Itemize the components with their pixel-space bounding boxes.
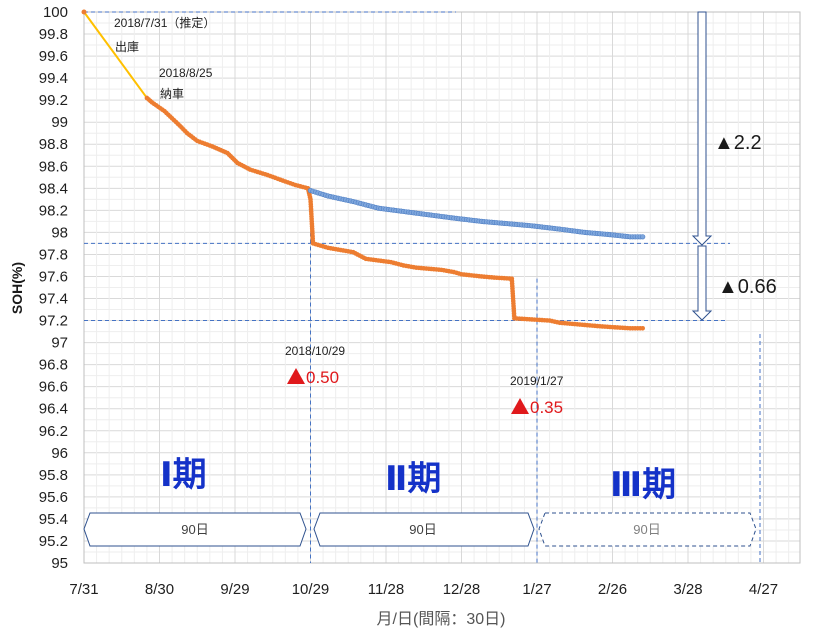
y-tick-label: 96.4	[39, 401, 68, 418]
x-tick-label: 11/28	[368, 581, 404, 598]
axis-ticks: 100 99.8 99.6 99.4 99.2 99 98.8 98.6 98.4 98.2 98 9…	[39, 4, 778, 598]
y-tick-label: 97.4	[39, 291, 68, 308]
delivery-trend-line	[83, 11, 148, 99]
blue-point	[640, 234, 646, 240]
x-tick-label: 4/27	[749, 581, 778, 598]
y-tick-label: 100	[43, 4, 68, 21]
delivery-date-annotation: 2018/8/25	[159, 66, 213, 80]
y-tick-label: 98.6	[39, 158, 68, 175]
y-tick-label: 96.8	[39, 357, 68, 374]
period2-days: 90日	[409, 522, 436, 537]
start-label-annotation: 出庫	[115, 40, 139, 54]
y-tick-label: 97	[51, 335, 68, 352]
drop2-date-annotation: 2019/1/27	[510, 374, 564, 388]
delta-total-arrow-icon	[691, 11, 713, 246]
y-tick-label: 99.8	[39, 26, 68, 43]
y-tick-label: 99.6	[39, 48, 68, 65]
period3-label: Ⅲ期	[610, 466, 676, 504]
y-tick-label: 98.8	[39, 136, 68, 153]
y-tick-label: 97.8	[39, 246, 68, 263]
drop1-value: 0.50	[306, 368, 339, 387]
orange-point	[81, 9, 87, 15]
y-tick-label: 95.2	[39, 533, 68, 550]
x-tick-label: 8/30	[145, 581, 174, 598]
delta-total-label: ▲2.2	[714, 132, 762, 154]
y-tick-label: 95.8	[39, 467, 68, 484]
period2-label: Ⅱ期	[385, 460, 441, 498]
y-axis-title: SOH(%)	[9, 262, 25, 314]
delta-jump-arrow-icon	[691, 245, 713, 321]
y-tick-label: 96.6	[39, 379, 68, 396]
y-tick-label: 99	[51, 114, 68, 131]
y-tick-label: 96.2	[39, 423, 68, 440]
y-tick-label: 98	[51, 224, 68, 241]
period1-bracket	[83, 512, 307, 547]
x-tick-label: 1/27	[522, 581, 551, 598]
y-tick-label: 98.4	[39, 180, 68, 197]
delta-jump-label: ▲0.66	[718, 276, 777, 298]
guide-lines	[84, 11, 761, 563]
period3-bracket	[538, 512, 757, 547]
drop2-value: 0.35	[530, 398, 563, 417]
data-points	[81, 9, 646, 331]
y-tick-label: 99.4	[39, 70, 68, 87]
period3-days: 90日	[633, 522, 660, 537]
y-tick-label: 97.6	[39, 268, 68, 285]
y-tick-label: 95.4	[39, 511, 68, 528]
x-axis-title: 月/日(間隔：30日)	[377, 610, 506, 628]
grid-lines	[83, 11, 801, 564]
period1-days: 90日	[181, 522, 208, 537]
y-tick-label: 98.2	[39, 202, 68, 219]
start-date-annotation: 2018/7/31（推定）	[114, 15, 215, 30]
x-tick-label: 10/29	[292, 581, 330, 598]
drop1-date-annotation: 2018/10/29	[285, 344, 345, 358]
x-tick-label: 2/26	[598, 581, 627, 598]
y-tick-label: 96	[51, 445, 68, 462]
y-tick-label: 97.2	[39, 313, 68, 330]
y-tick-label: 95	[51, 555, 68, 572]
x-tick-label: 7/31	[69, 581, 98, 598]
x-tick-label: 9/29	[220, 581, 249, 598]
drop1-triangle-icon	[287, 368, 305, 384]
y-tick-label: 95.6	[39, 489, 68, 506]
x-tick-label: 3/28	[673, 581, 702, 598]
y-tick-label: 99.2	[39, 92, 68, 109]
delivery-label-annotation: 納車	[160, 87, 184, 101]
drop2-triangle-icon	[511, 398, 529, 414]
period2-bracket	[313, 512, 535, 547]
x-tick-label: 12/28	[443, 581, 481, 598]
period1-label: Ⅰ期	[160, 456, 207, 494]
orange-point	[640, 325, 645, 331]
